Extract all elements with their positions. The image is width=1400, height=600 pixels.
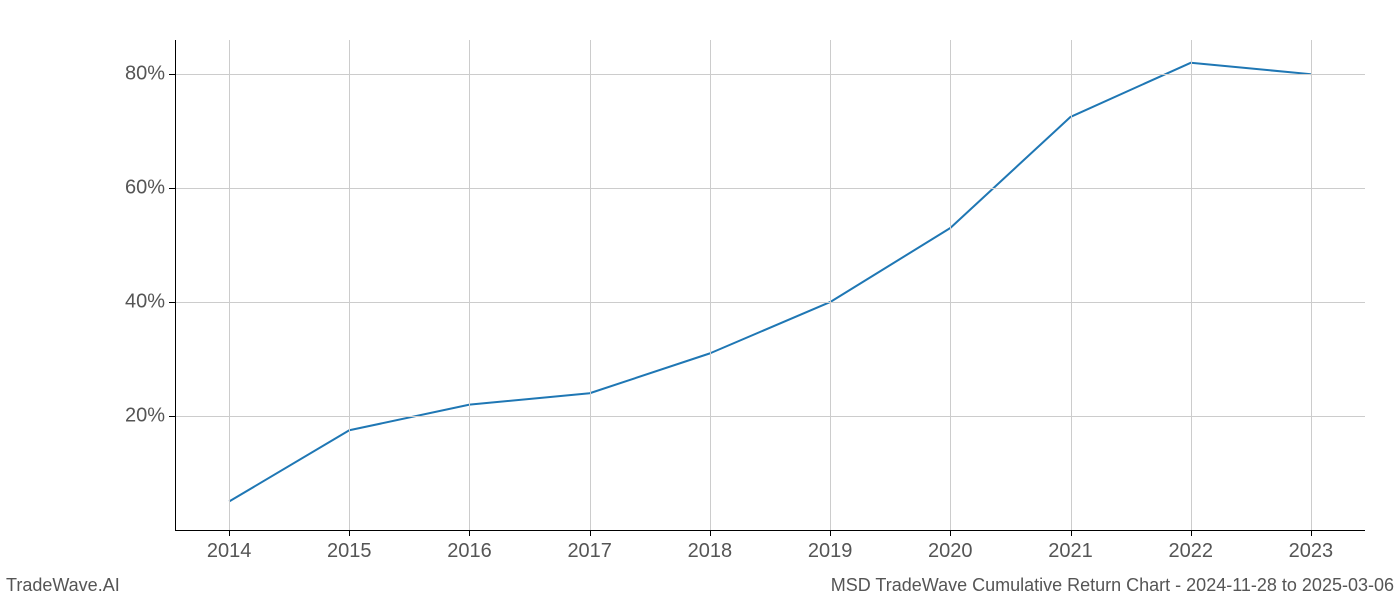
x-tick-label: 2015 xyxy=(327,540,372,563)
grid-line-vertical xyxy=(1071,40,1072,530)
y-tick-label: 60% xyxy=(120,177,165,200)
grid-line-horizontal xyxy=(175,188,1365,189)
grid-line-vertical xyxy=(950,40,951,530)
grid-line-vertical xyxy=(710,40,711,530)
grid-line-horizontal xyxy=(175,74,1365,75)
grid-line-horizontal xyxy=(175,416,1365,417)
x-axis-line xyxy=(175,530,1365,531)
x-tick-label: 2016 xyxy=(447,540,492,563)
grid-line-vertical xyxy=(590,40,591,530)
grid-line-vertical xyxy=(229,40,230,530)
footer-right-label: MSD TradeWave Cumulative Return Chart - … xyxy=(831,575,1394,596)
grid-line-horizontal xyxy=(175,302,1365,303)
line-series xyxy=(175,40,1365,530)
x-tick-label: 2023 xyxy=(1289,540,1334,563)
grid-line-vertical xyxy=(349,40,350,530)
x-tick-label: 2022 xyxy=(1168,540,1213,563)
y-tick-label: 80% xyxy=(120,63,165,86)
x-tick-label: 2017 xyxy=(567,540,612,563)
x-tick-label: 2014 xyxy=(207,540,252,563)
grid-line-vertical xyxy=(1191,40,1192,530)
plot-area xyxy=(175,40,1365,530)
x-tick-label: 2018 xyxy=(688,540,733,563)
y-tick-label: 40% xyxy=(120,291,165,314)
y-tick-label: 20% xyxy=(120,405,165,428)
grid-line-vertical xyxy=(830,40,831,530)
grid-line-vertical xyxy=(469,40,470,530)
y-axis-line xyxy=(175,40,176,530)
grid-line-vertical xyxy=(1311,40,1312,530)
return-line xyxy=(229,63,1311,502)
x-tick-label: 2019 xyxy=(808,540,853,563)
footer-left-label: TradeWave.AI xyxy=(6,575,120,596)
chart-container: TradeWave.AI MSD TradeWave Cumulative Re… xyxy=(0,0,1400,600)
x-tick-label: 2020 xyxy=(928,540,973,563)
x-tick-label: 2021 xyxy=(1048,540,1093,563)
